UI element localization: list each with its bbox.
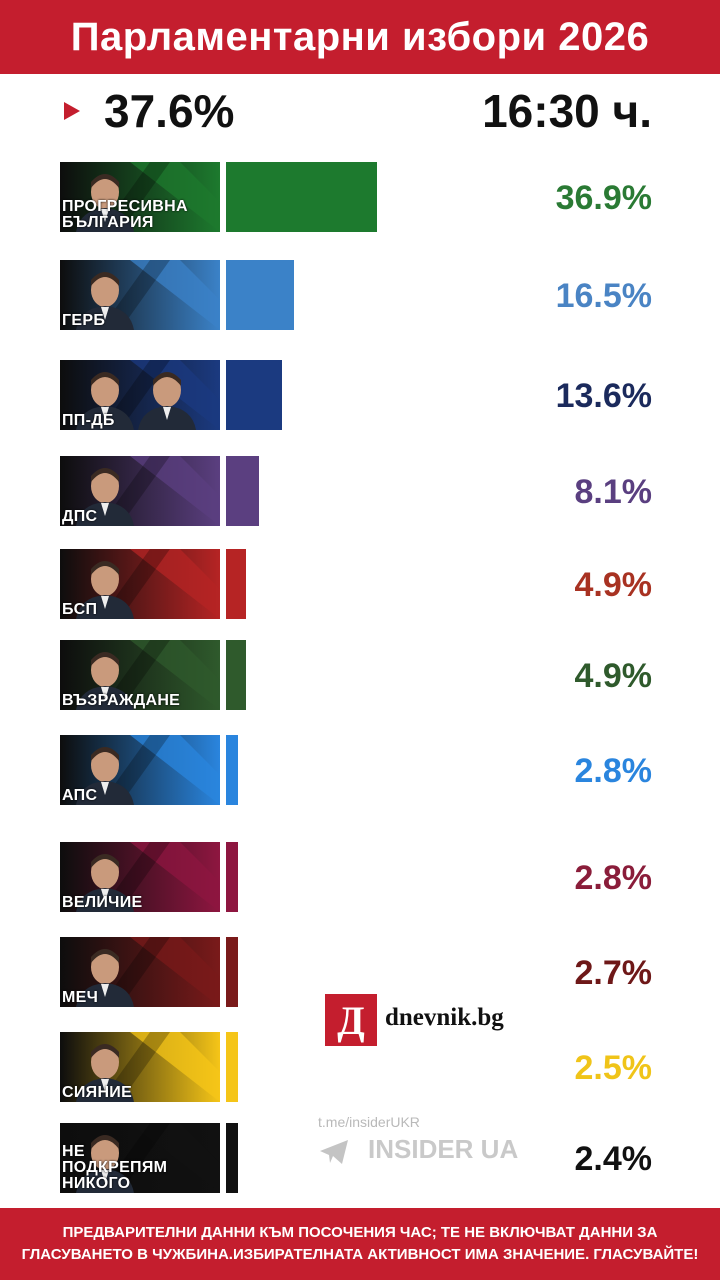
watermark-link: t.me/insiderUKR [318, 1114, 420, 1130]
party-card: ВЪЗРАЖДАНЕ [60, 640, 220, 710]
watermark-brand: INSIDER UA [368, 1134, 519, 1164]
party-leader-portrait [76, 1044, 134, 1102]
party-leader-portrait [76, 468, 134, 526]
party-card: СИЯНИЕ [60, 1032, 220, 1102]
dnevnik-logo-text: dnevnik.bg [385, 1004, 504, 1031]
result-bar [226, 937, 238, 1007]
result-bar [226, 640, 247, 710]
party-leader-portrait [76, 372, 134, 430]
party-card: ВЕЛИЧИЕ [60, 842, 220, 912]
party-name-label: СИЯНИЕ [62, 1084, 133, 1101]
party-leader-portrait [76, 1135, 134, 1193]
result-bar [226, 1123, 238, 1193]
party-card: ПРОГРЕСИВНА БЪЛГАРИЯ [60, 162, 220, 232]
result-bar [226, 260, 294, 330]
party-name-label: МЕЧ [62, 989, 99, 1006]
party-leader-portrait [76, 272, 134, 330]
result-percentage: 8.1% [574, 473, 653, 511]
party-name-label: ГЕРБ [62, 312, 106, 329]
result-bar [226, 360, 282, 430]
result-bar [226, 456, 260, 526]
party-name-label: ПРОГРЕСИВНА БЪЛГАРИЯ [62, 198, 188, 231]
party-leader-portrait [76, 854, 134, 912]
party-name-label: ПП-ДБ [62, 412, 115, 429]
telegram-icon [320, 1140, 348, 1164]
party-leader-portrait [76, 747, 134, 805]
result-bar [226, 1032, 238, 1102]
result-percentage: 16.5% [555, 277, 652, 315]
result-percentage: 36.9% [555, 179, 652, 217]
party-leader-portrait [76, 949, 134, 1007]
page-header: Парламентарни избори 2026 [0, 0, 720, 74]
party-name-label: АПС [62, 787, 98, 804]
result-percentage: 2.8% [574, 752, 653, 790]
party-leader-portrait [76, 652, 134, 710]
party-name-label: ВЕЛИЧИЕ [62, 894, 143, 911]
result-percentage: 2.5% [574, 1049, 653, 1087]
footer-note-bar: ПРЕДВАРИТЕЛНИ ДАННИ КЪМ ПОСОЧЕНИЯ ЧАС; Т… [0, 1208, 720, 1280]
result-bar [226, 162, 378, 232]
result-percentage: 13.6% [555, 377, 652, 415]
play-arrow-icon [64, 102, 80, 120]
party-leader-portrait [138, 372, 196, 430]
party-name-label: БСП [62, 601, 98, 618]
party-name-label: ДПС [62, 508, 98, 525]
result-percentage: 2.4% [574, 1140, 653, 1178]
result-percentage: 2.7% [574, 954, 653, 992]
party-card: МЕЧ [60, 937, 220, 1007]
result-percentage: 2.8% [574, 859, 653, 897]
footer-note: ПРЕДВАРИТЕЛНИ ДАННИ КЪМ ПОСОЧЕНИЯ ЧАС; Т… [21, 1224, 699, 1263]
time-value: 16:30 ч. [482, 85, 652, 137]
dnevnik-logo: Д dnevnik.bg [325, 994, 523, 1046]
result-bar [226, 549, 247, 619]
party-card: ПП-ДБ [60, 360, 220, 430]
party-card: ГЕРБ [60, 260, 220, 330]
party-card: АПС [60, 735, 220, 805]
result-percentage: 4.9% [574, 657, 653, 695]
result-percentage: 4.9% [574, 566, 653, 604]
party-name-label: НЕ ПОДКРЕПЯМ НИКОГО [62, 1143, 168, 1192]
party-card: БСП [60, 549, 220, 619]
dnevnik-logo-letter: Д [325, 994, 377, 1046]
party-card: НЕ ПОДКРЕПЯМ НИКОГО [60, 1123, 220, 1193]
result-bar [226, 735, 238, 805]
party-leader-portrait [76, 174, 134, 232]
party-card: ДПС [60, 456, 220, 526]
turnout-value: 37.6% [104, 85, 235, 137]
turnout-row: 37.6% 16:30 ч. [0, 78, 720, 140]
page-title: Парламентарни избори 2026 [70, 14, 650, 59]
result-bar [226, 842, 238, 912]
party-leader-portrait [76, 561, 134, 619]
party-name-label: ВЪЗРАЖДАНЕ [62, 692, 181, 709]
